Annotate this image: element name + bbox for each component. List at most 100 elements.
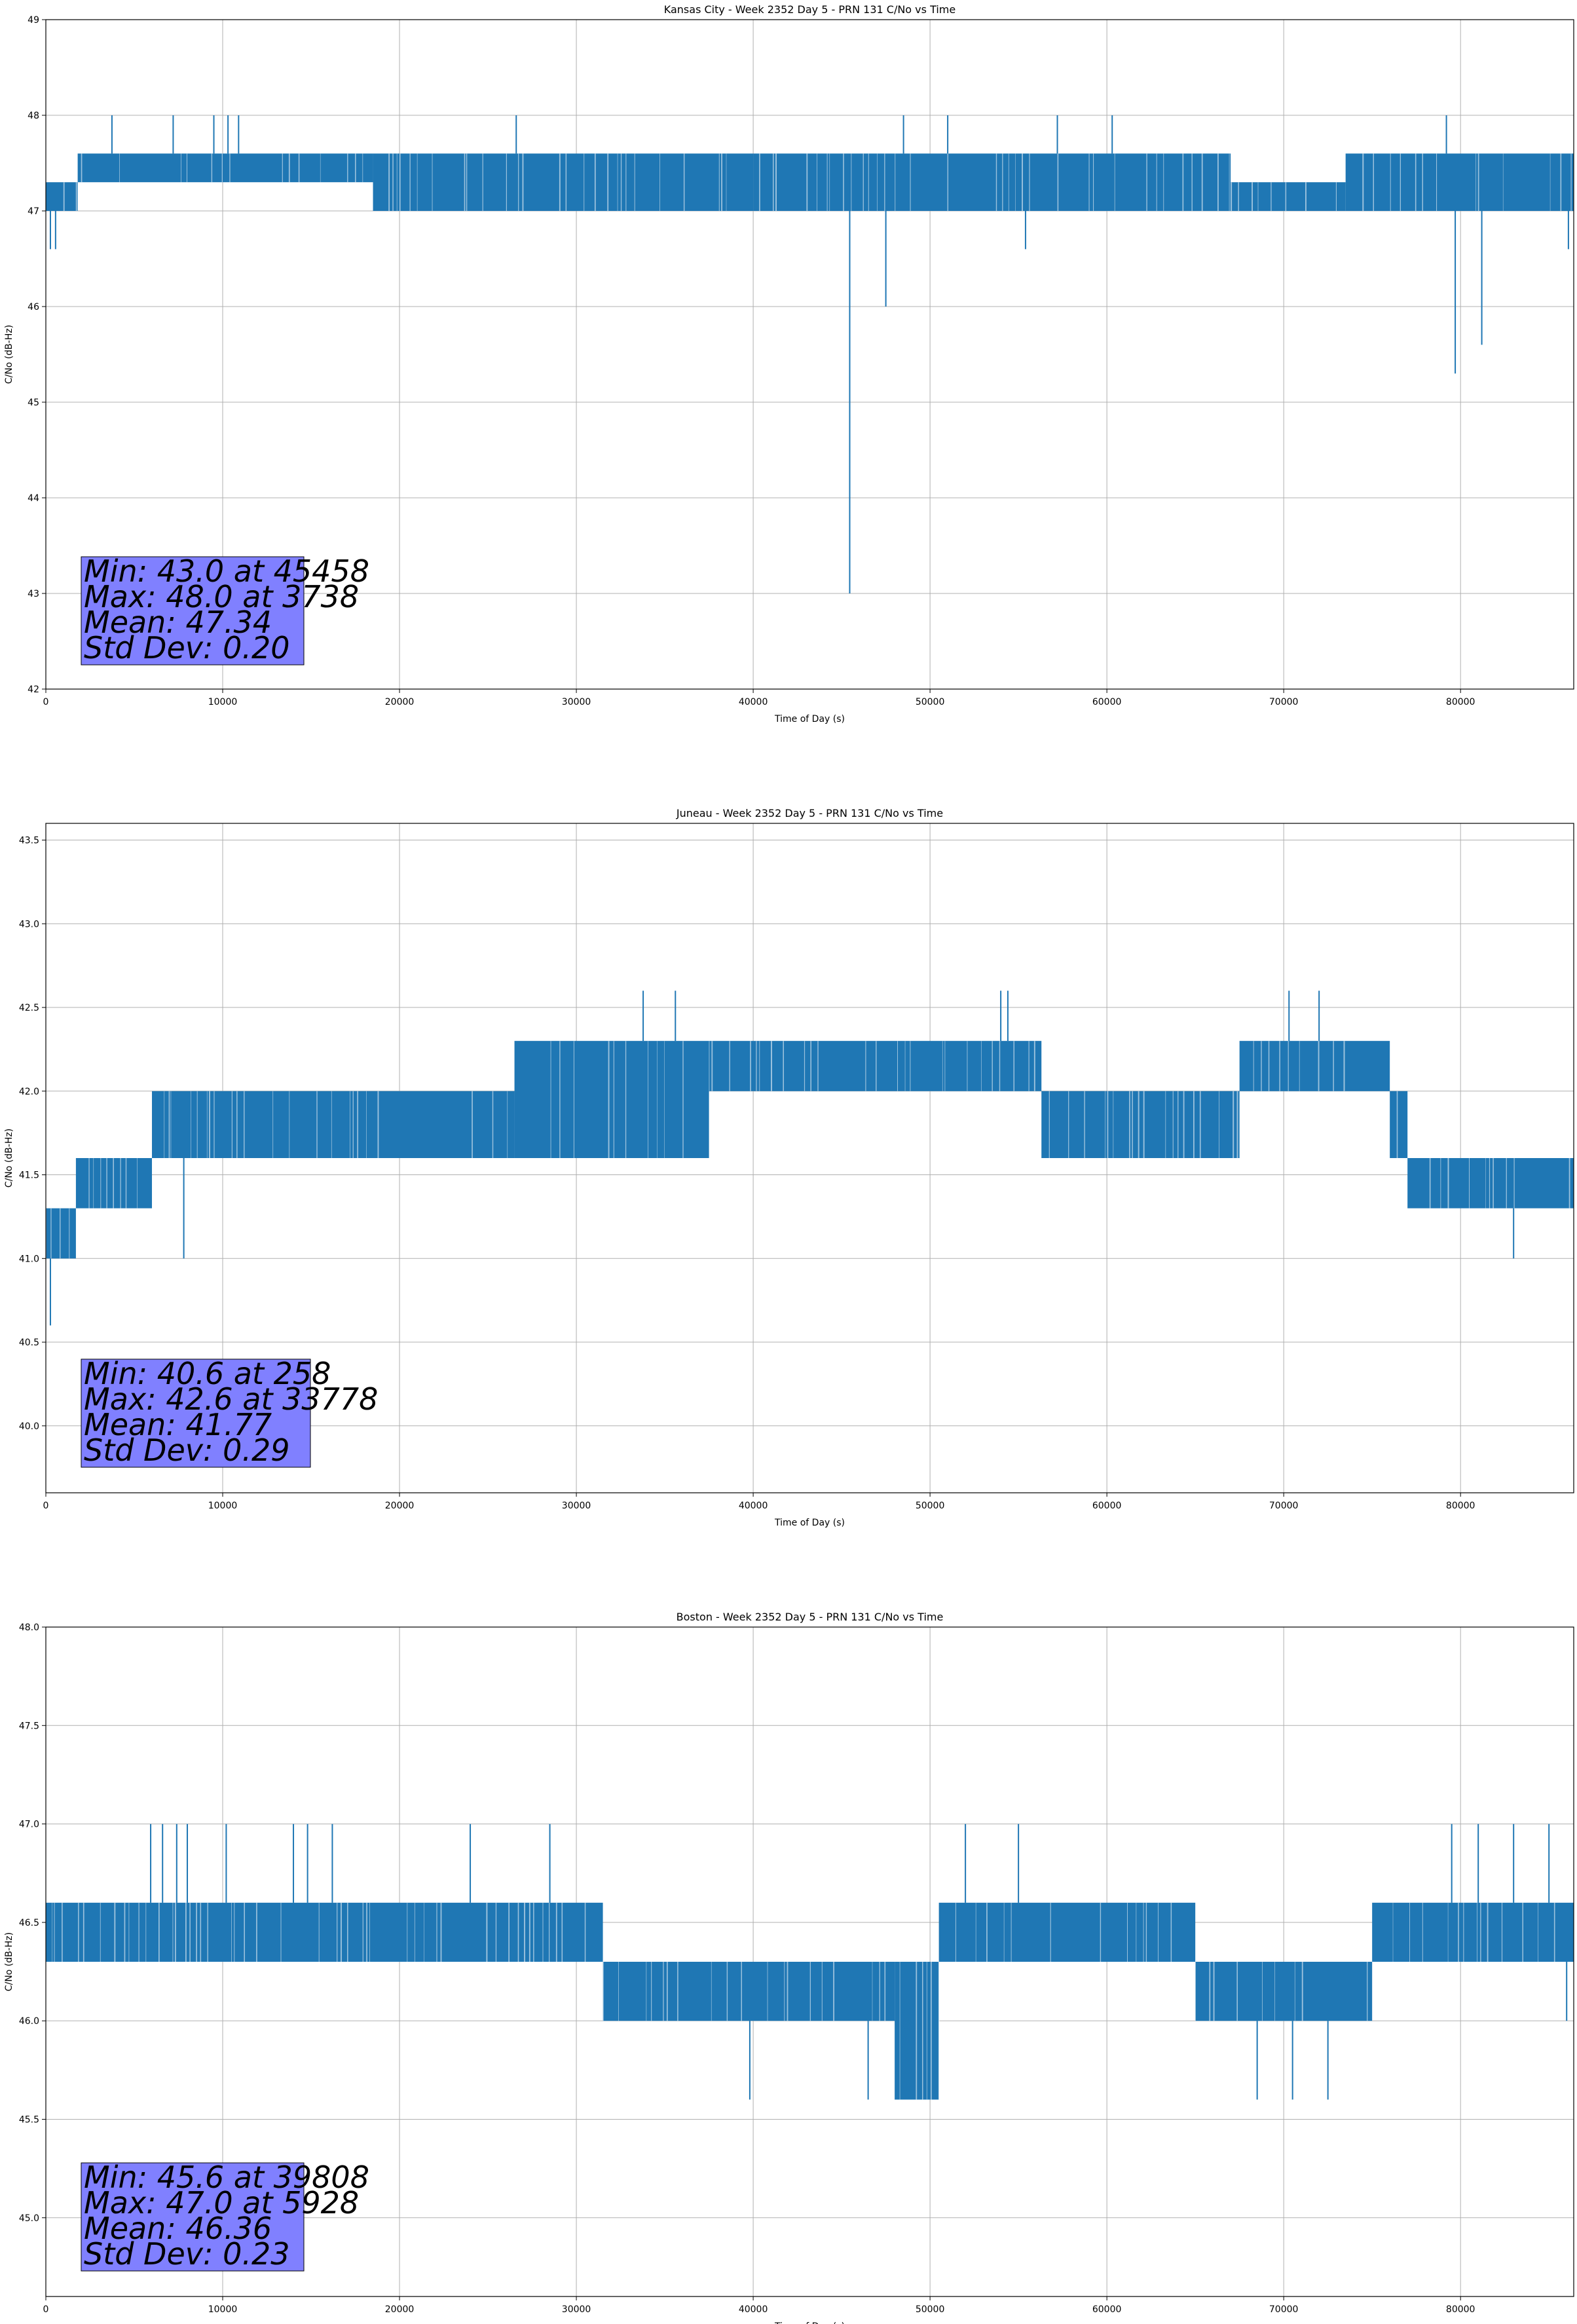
y-tick-label: 48.0 (19, 1622, 39, 1633)
y-tick-label: 43.5 (19, 836, 39, 846)
x-tick-label: 0 (43, 2304, 49, 2315)
data-band (514, 1041, 709, 1158)
band-texture (992, 1041, 1035, 1091)
x-tick-label: 10000 (208, 697, 238, 707)
stats-line: Mean: 41.77 (84, 1407, 272, 1442)
x-tick-label: 30000 (562, 1501, 591, 1511)
data-band (938, 1902, 1196, 1962)
data-band (1195, 1962, 1373, 2021)
y-tick-label: 45 (28, 398, 39, 408)
x-tick-label: 60000 (1092, 1501, 1122, 1511)
plot-frame (45, 1626, 1574, 2297)
data-series (46, 990, 1574, 1326)
y-axis-label: C/No (dB-Hz) (4, 325, 14, 384)
x-tick-label: 20000 (385, 1501, 415, 1511)
data-band (152, 1091, 515, 1158)
x-tick-label: 70000 (1269, 1501, 1299, 1511)
data-band (753, 153, 1231, 211)
y-tick-label: 47.0 (19, 1820, 39, 1830)
stats-box-bg (81, 2162, 305, 2272)
y-tick-label: 47 (28, 206, 39, 217)
stats-box-bg (81, 1359, 311, 1468)
x-axis-label: Time of Day (s) (774, 2321, 845, 2324)
x-tick-label: 10000 (208, 1501, 238, 1511)
x-tick-label: 40000 (739, 697, 768, 707)
data-band (46, 1902, 603, 1962)
x-tick-label: 50000 (916, 697, 945, 707)
chart-3: Boston - Week 2352 Day 5 - PRN 131 C/No … (4, 1611, 1574, 2324)
chart-title: Boston - Week 2352 Day 5 - PRN 131 C/No … (677, 1611, 944, 1623)
stats-box-bg (81, 556, 305, 665)
stats-line: Max: 48.0 at 3738 (84, 579, 359, 614)
data-series (46, 115, 1574, 593)
data-band (603, 1962, 895, 2021)
x-tick-label: 20000 (385, 2304, 415, 2315)
band-texture (88, 1158, 138, 1209)
data-band (1345, 153, 1574, 211)
y-tick-label: 46.5 (19, 1918, 39, 1928)
data-band (1239, 1041, 1390, 1091)
stats-line: Std Dev: 0.23 (84, 2236, 290, 2272)
y-tick-label: 45.0 (19, 2213, 39, 2224)
data-series (46, 1824, 1574, 2100)
stats-line: Mean: 47.34 (84, 605, 272, 640)
band-texture (899, 1962, 940, 2100)
stats-line: Mean: 46.36 (84, 2211, 272, 2246)
x-tick-label: 50000 (916, 2304, 945, 2315)
x-tick-label: 60000 (1092, 697, 1122, 707)
y-tick-label: 40.5 (19, 1338, 39, 1348)
y-tick-label: 41.5 (19, 1171, 39, 1181)
x-tick-label: 70000 (1269, 2304, 1299, 2315)
y-tick-label: 46.0 (19, 2016, 39, 2027)
y-tick-label: 42.5 (19, 1003, 39, 1013)
data-band (1390, 1091, 1408, 1158)
x-tick-label: 40000 (739, 2304, 768, 2315)
y-tick-label: 41.0 (19, 1254, 39, 1264)
stats-line: Std Dev: 0.20 (84, 630, 290, 665)
band-texture (52, 1902, 586, 1962)
data-band (46, 182, 78, 211)
stats-line: Max: 42.6 at 33778 (84, 1381, 378, 1417)
x-tick-label: 10000 (208, 2304, 238, 2315)
x-tick-label: 50000 (916, 1501, 945, 1511)
stats-line: Max: 47.0 at 5928 (84, 2185, 359, 2221)
band-texture (1396, 1091, 1398, 1158)
band-texture (1392, 1902, 1555, 1962)
y-axis-label: C/No (dB-Hz) (4, 1932, 14, 1991)
x-tick-label: 40000 (739, 1501, 768, 1511)
stats-line: Std Dev: 0.29 (84, 1433, 290, 1468)
band-texture (550, 1041, 684, 1158)
chart-2: Juneau - Week 2352 Day 5 - PRN 131 C/No … (4, 807, 1574, 1528)
x-tick-label: 80000 (1446, 2304, 1475, 2315)
y-tick-label: 42 (28, 684, 39, 695)
plot-frame (45, 19, 1574, 690)
data-band (1372, 1902, 1574, 1962)
data-band (709, 1041, 992, 1091)
stats-line: Min: 40.6 at 258 (84, 1356, 331, 1391)
band-texture (1231, 182, 1337, 211)
chart-title: Kansas City - Week 2352 Day 5 - PRN 131 … (664, 3, 955, 16)
y-tick-label: 42.0 (19, 1087, 39, 1097)
data-band (46, 1208, 76, 1259)
data-band (373, 153, 754, 211)
x-tick-label: 60000 (1092, 2304, 1122, 2315)
data-band (992, 1041, 1042, 1091)
stats-line: Min: 43.0 at 45458 (84, 553, 369, 589)
band-texture (81, 153, 363, 183)
x-tick-label: 30000 (562, 697, 591, 707)
y-tick-label: 40.0 (19, 1421, 39, 1432)
x-tick-label: 20000 (385, 697, 415, 707)
x-tick-label: 0 (43, 697, 49, 707)
x-tick-label: 80000 (1446, 1501, 1475, 1511)
x-axis-label: Time of Day (s) (774, 1518, 845, 1528)
data-band (77, 153, 373, 183)
y-tick-label: 44 (28, 493, 39, 504)
y-tick-label: 49 (28, 15, 39, 26)
y-tick-label: 46 (28, 302, 39, 312)
y-tick-label: 47.5 (19, 1721, 39, 1731)
y-axis-label: C/No (dB-Hz) (4, 1129, 14, 1188)
data-band (1231, 182, 1346, 211)
